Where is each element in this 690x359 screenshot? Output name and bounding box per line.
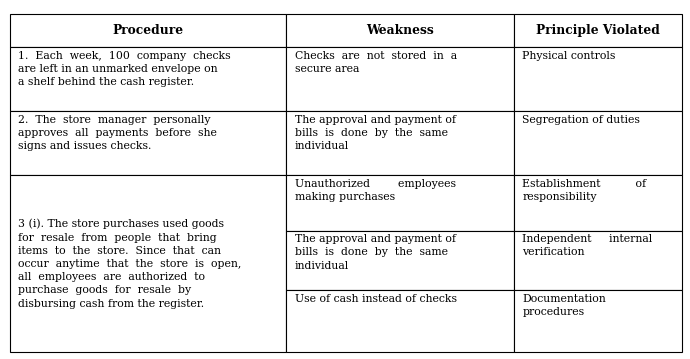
Text: The approval and payment of
bills  is  done  by  the  same
individual: The approval and payment of bills is don…	[295, 234, 455, 271]
Text: Documentation
procedures: Documentation procedures	[522, 294, 606, 317]
Text: Segregation of duties: Segregation of duties	[522, 115, 640, 125]
Bar	[10, 111, 286, 176]
Bar	[10, 47, 286, 111]
Bar	[286, 176, 514, 230]
Bar	[286, 47, 514, 111]
Text: Physical controls: Physical controls	[522, 51, 615, 61]
Text: Establishment          of
responsibility: Establishment of responsibility	[522, 179, 647, 202]
Text: Use of cash instead of checks: Use of cash instead of checks	[295, 294, 457, 304]
Text: The approval and payment of
bills  is  done  by  the  same
individual: The approval and payment of bills is don…	[295, 115, 455, 151]
Text: Procedure: Procedure	[112, 24, 184, 37]
Text: 3 (i). The store purchases used goods
for  resale  from  people  that  bring
ite: 3 (i). The store purchases used goods fo…	[18, 219, 241, 308]
Bar	[514, 230, 682, 290]
Text: Weakness: Weakness	[366, 24, 434, 37]
Text: Principle Violated: Principle Violated	[536, 24, 660, 37]
Bar	[514, 176, 682, 230]
Text: 2.  The  store  manager  personally
approves  all  payments  before  she
signs a: 2. The store manager personally approves…	[18, 115, 217, 151]
Bar	[514, 111, 682, 176]
Bar	[286, 290, 514, 352]
Bar	[514, 290, 682, 352]
Bar	[514, 47, 682, 111]
Bar	[10, 176, 286, 352]
Text: Unauthorized        employees
making purchases: Unauthorized employees making purchases	[295, 179, 455, 202]
Text: 1.  Each  week,  100  company  checks
are left in an unmarked envelope on
a shel: 1. Each week, 100 company checks are lef…	[18, 51, 230, 87]
Bar	[286, 111, 514, 176]
Text: Independent     internal
verification: Independent internal verification	[522, 234, 653, 257]
Bar	[10, 14, 286, 47]
Bar	[286, 14, 514, 47]
Bar	[514, 14, 682, 47]
Bar	[286, 230, 514, 290]
Text: Checks  are  not  stored  in  a
secure area: Checks are not stored in a secure area	[295, 51, 457, 74]
